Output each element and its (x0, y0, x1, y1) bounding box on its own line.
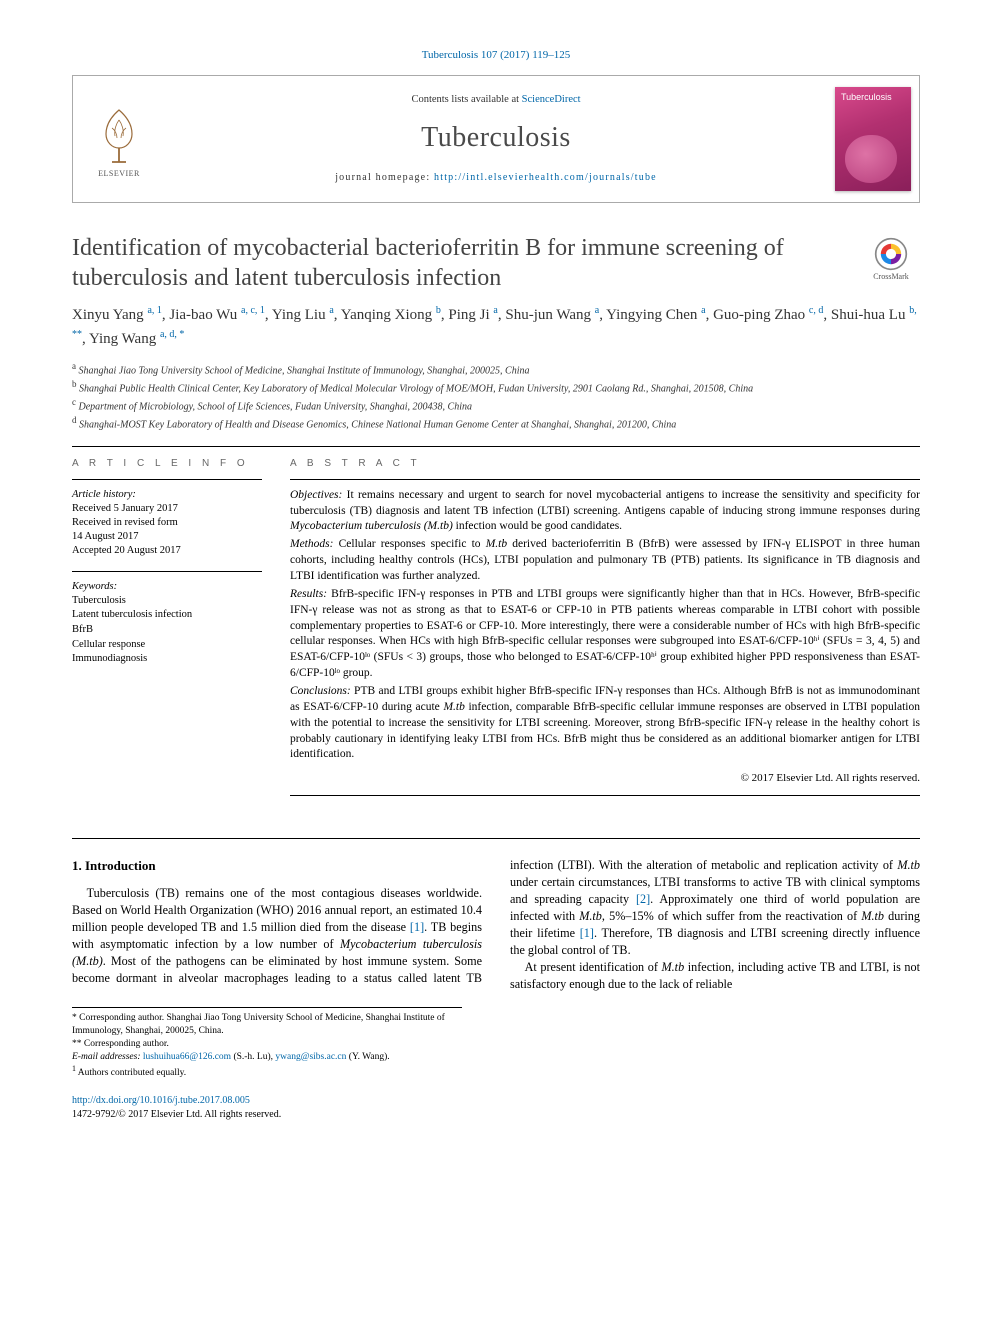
keywords-block: Keywords: TuberculosisLatent tuberculosi… (72, 580, 262, 668)
journal-cover-thumbnail: Tuberculosis (835, 87, 911, 191)
abstract-copyright: © 2017 Elsevier Ltd. All rights reserved… (290, 771, 920, 786)
author-list: Xinyu Yang a, 1, Jia-bao Wu a, c, 1, Yin… (72, 303, 920, 350)
publisher-label: ELSEVIER (98, 168, 140, 179)
abstract-text: Objectives: It remains necessary and urg… (290, 488, 920, 764)
elsevier-tree-icon (92, 106, 146, 166)
journal-homepage: journal homepage: http://intl.elsevierhe… (335, 171, 657, 185)
journal-homepage-link[interactable]: http://intl.elsevierhealth.com/journals/… (434, 172, 657, 183)
abstract-heading: A B S T R A C T (290, 457, 920, 471)
crossmark-label: CrossMark (873, 271, 909, 282)
email-link[interactable]: lushuihua66@126.com (143, 1052, 231, 1062)
article-title: Identification of mycobacterial bacterio… (72, 233, 842, 293)
journal-header: ELSEVIER Contents lists available at Sci… (72, 75, 920, 203)
cover-title: Tuberculosis (841, 91, 892, 104)
doi-link[interactable]: http://dx.doi.org/10.1016/j.tube.2017.08… (72, 1095, 250, 1106)
email-link[interactable]: ywang@sibs.ac.cn (275, 1052, 346, 1062)
citation-line: Tuberculosis 107 (2017) 119–125 (72, 48, 920, 63)
publisher-logo: ELSEVIER (73, 76, 165, 202)
body-text: 1. Introduction Tuberculosis (TB) remain… (72, 857, 920, 994)
crossmark-badge[interactable]: CrossMark (862, 237, 920, 282)
footnotes: * Corresponding author. Shanghai Jiao To… (72, 1007, 462, 1079)
sciencedirect-link[interactable]: ScienceDirect (522, 94, 581, 105)
crossmark-icon (874, 237, 908, 271)
citation-link[interactable]: [1] (580, 926, 594, 940)
affiliations: a Shanghai Jiao Tong University School o… (72, 360, 920, 431)
citation-link[interactable]: [1] (410, 920, 424, 934)
doi-block: http://dx.doi.org/10.1016/j.tube.2017.08… (72, 1094, 920, 1122)
article-info-heading: A R T I C L E I N F O (72, 457, 262, 471)
issn-copyright: 1472-9792/© 2017 Elsevier Ltd. All right… (72, 1108, 920, 1122)
citation-link[interactable]: [2] (636, 892, 650, 906)
section-heading-intro: 1. Introduction (72, 857, 482, 875)
article-history: Article history: Received 5 January 2017… (72, 488, 262, 559)
journal-name: Tuberculosis (421, 118, 571, 157)
contents-available: Contents lists available at ScienceDirec… (411, 93, 580, 108)
